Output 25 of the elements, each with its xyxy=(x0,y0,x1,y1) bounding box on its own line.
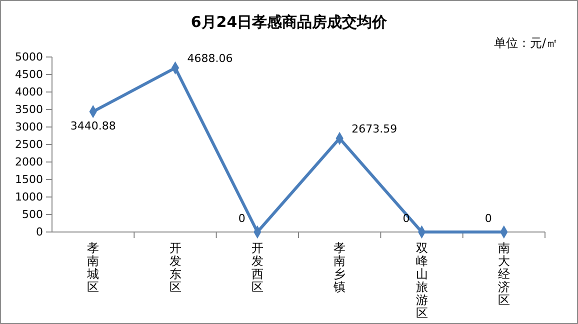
data-label: 3440.88 xyxy=(70,120,116,133)
y-tick-label: 1000 xyxy=(15,190,43,204)
data-label: 0 xyxy=(238,212,246,225)
data-label: 4688.06 xyxy=(187,52,233,65)
y-tick-label: 2000 xyxy=(15,156,43,169)
chart-title: 6月24日孝感商品房成交均价 xyxy=(190,13,388,31)
x-tick-label: 南大经济区 xyxy=(498,241,510,307)
y-tick-label: 1500 xyxy=(15,173,43,186)
y-tick-label: 4500 xyxy=(15,68,43,82)
y-tick-label: 4000 xyxy=(15,86,43,99)
x-tick-label: 双峰山旅游区 xyxy=(416,241,428,320)
data-label: 2673.59 xyxy=(352,122,398,136)
y-tick-label: 5000 xyxy=(15,50,43,64)
y-tick-label: 500 xyxy=(22,208,43,222)
data-label: 0 xyxy=(484,212,492,225)
x-tick-label: 开发东区 xyxy=(169,241,182,294)
x-tick-label: 开发西区 xyxy=(251,241,264,294)
data-label: 0 xyxy=(402,212,410,225)
x-tick-label: 孝南城区 xyxy=(86,241,100,294)
y-tick-label: 3500 xyxy=(15,103,43,116)
x-tick-label: 孝南乡镇 xyxy=(332,241,346,294)
y-tick-label: 2500 xyxy=(15,138,43,152)
y-tick-label: 3000 xyxy=(15,120,43,134)
text: 单位：元/㎡ xyxy=(494,36,558,50)
y-tick-label: 0 xyxy=(36,226,43,239)
